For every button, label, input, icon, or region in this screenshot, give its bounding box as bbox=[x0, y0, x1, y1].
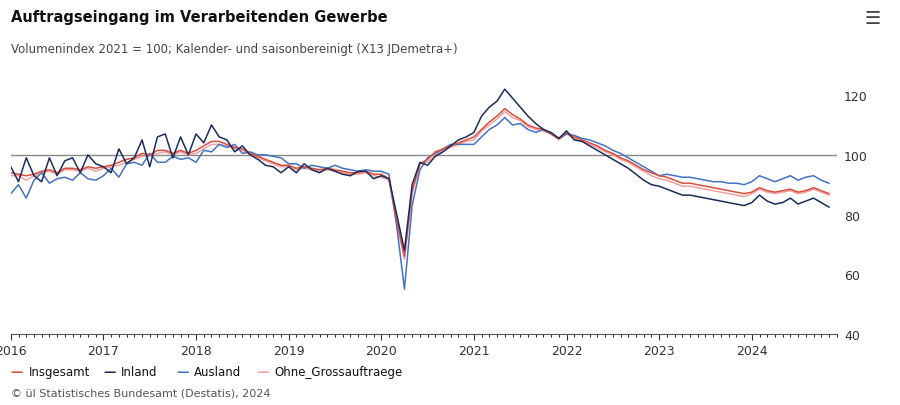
Text: Inland: Inland bbox=[122, 365, 158, 378]
Text: Auftragseingang im Verarbeitenden Gewerbe: Auftragseingang im Verarbeitenden Gewerb… bbox=[11, 10, 387, 25]
Text: —: — bbox=[11, 365, 23, 378]
Text: Insgesamt: Insgesamt bbox=[29, 365, 90, 378]
Text: Ohne_Grossauftraege: Ohne_Grossauftraege bbox=[274, 365, 402, 378]
Text: —: — bbox=[176, 365, 189, 378]
Text: —: — bbox=[256, 365, 268, 378]
Text: —: — bbox=[104, 365, 116, 378]
Text: Ausland: Ausland bbox=[194, 365, 241, 378]
Text: ☰: ☰ bbox=[864, 10, 880, 28]
Text: © ül Statistisches Bundesamt (Destatis), 2024: © ül Statistisches Bundesamt (Destatis),… bbox=[11, 388, 270, 398]
Text: Volumenindex 2021 = 100; Kalender- und saisonbereinigt (X13 JDemetra+): Volumenindex 2021 = 100; Kalender- und s… bbox=[11, 43, 457, 55]
